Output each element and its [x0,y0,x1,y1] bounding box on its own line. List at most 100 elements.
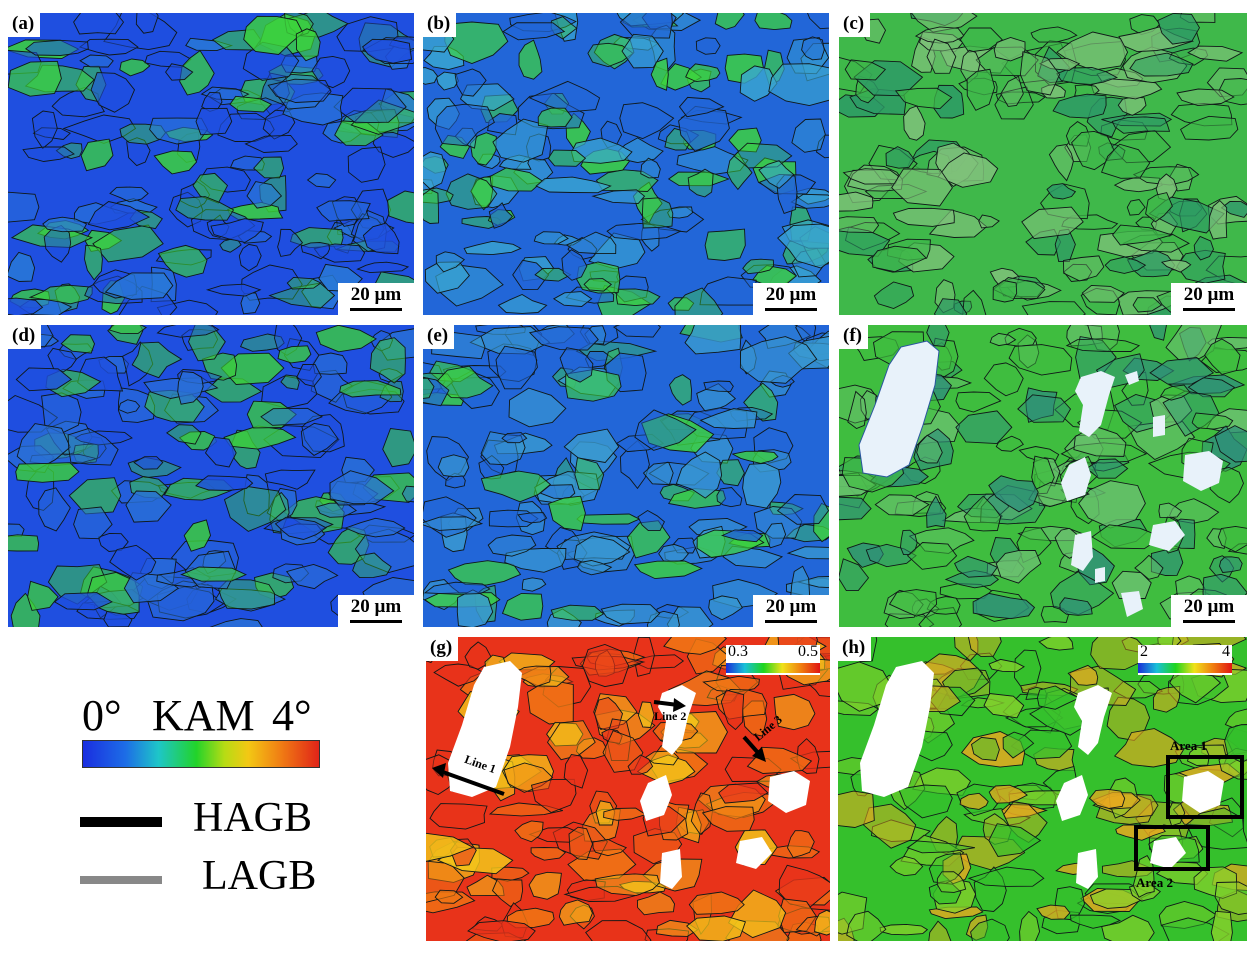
grain [621,33,664,69]
grain [547,149,587,167]
grain [1090,637,1146,671]
grain [238,243,262,272]
grain [576,560,613,576]
scale-bar-line-e [765,620,817,623]
grain [109,186,149,203]
grain [90,72,136,113]
grain [295,28,321,62]
kam-map-a [8,13,414,315]
grain [502,22,566,41]
grain [1048,144,1074,182]
grain [1132,855,1155,898]
grain [918,607,963,627]
grain [41,392,82,434]
grain [926,495,947,528]
grain [903,105,926,141]
grain [1149,357,1215,385]
grain [754,13,793,31]
grain [674,287,724,315]
grain [79,54,114,68]
grain [244,134,298,153]
grain [296,364,322,387]
grain [521,577,547,592]
grain [1176,88,1235,107]
grain [703,380,734,393]
grain [423,151,447,190]
grain [838,891,868,935]
grain [277,345,312,364]
grain [1187,45,1244,62]
grain [768,63,829,107]
grain [188,325,226,362]
grain [687,168,714,198]
grain [928,852,965,884]
grain [1158,502,1183,519]
grain [926,325,950,347]
kam-label: KAM [152,691,255,740]
panel-label-d: (d) [8,325,42,349]
grain [243,15,304,55]
grain [1126,199,1146,216]
grain [339,380,402,398]
grain [434,103,495,147]
grain [157,244,208,278]
grain [846,910,887,941]
legend: 0° KAM 4° HAGB LAGB [0,640,415,953]
scale-bar-line-f [1183,620,1235,623]
grain [814,909,830,936]
grain [311,55,351,89]
grain [118,399,141,414]
area-boxes-h [1134,755,1244,871]
grain [508,387,567,428]
grain [728,127,762,153]
grain [928,920,952,941]
grain [22,146,75,162]
grain [963,495,1002,532]
grain [177,371,204,405]
grain [668,374,692,406]
grain [642,461,674,486]
grain [588,232,646,270]
grain [550,604,605,621]
grain [595,169,659,192]
grain [926,38,957,74]
colorbar-gradient-g [726,663,820,673]
grain [344,517,406,538]
grain [776,494,829,525]
grain [801,36,825,61]
kam-map-c [839,13,1247,315]
grain [634,409,697,451]
grain [528,871,562,900]
grain [372,131,414,158]
grain [25,39,89,56]
grain [480,470,552,503]
grain [126,137,151,167]
grain [166,424,202,445]
grain [1071,130,1115,171]
grain [967,866,1045,887]
grain [684,325,742,355]
grain [603,807,647,821]
grain [906,840,975,854]
grain [970,736,1000,761]
grain [995,435,1024,452]
grain [60,334,95,354]
grain [972,592,1036,620]
grain [31,110,58,150]
grain [959,27,1003,53]
grain [641,197,674,229]
panel-g: Line 1 Line 2 Line 3 (g) 0.3 0.5 [426,637,830,941]
grain [563,754,589,789]
grain [838,661,894,712]
scale-bar-line-b [765,308,817,311]
grain [619,13,673,39]
grain [119,58,151,77]
grain [583,278,613,292]
grain [865,543,917,568]
grain [1101,914,1155,941]
grain [32,127,71,140]
grain [352,552,392,579]
grain [773,693,816,731]
grain [928,209,988,238]
grain [1087,325,1120,352]
